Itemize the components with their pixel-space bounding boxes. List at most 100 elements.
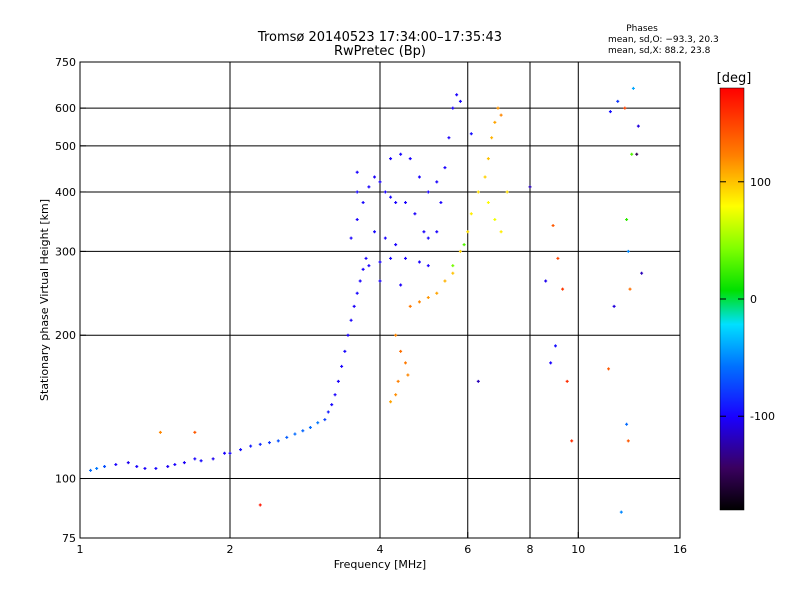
data-point (553, 344, 557, 348)
data-point (451, 271, 455, 275)
data-point (469, 212, 473, 216)
data-point (493, 120, 497, 124)
data-point (346, 333, 350, 337)
data-point (426, 190, 430, 194)
data-point (223, 451, 227, 455)
data-point (330, 403, 334, 407)
data-point (378, 260, 382, 264)
data-point (628, 287, 632, 291)
data-point (389, 195, 393, 199)
data-point (439, 201, 443, 205)
data-point (528, 185, 532, 189)
data-point (619, 510, 623, 514)
data-point (293, 432, 297, 436)
data-point (625, 422, 629, 426)
chart-subtitle: RwPretec (Bp) (334, 44, 426, 59)
data-point (493, 218, 497, 222)
data-point (389, 256, 393, 260)
data-point (364, 256, 368, 260)
data-point (373, 230, 377, 234)
data-point (355, 218, 359, 222)
data-point (458, 249, 462, 253)
phases-x: mean, sd,X: 88.2, 23.8 (608, 46, 711, 56)
data-point (565, 379, 569, 383)
data-point (361, 201, 365, 205)
data-point (607, 367, 611, 371)
data-point (367, 264, 371, 268)
data-point (447, 136, 451, 140)
data-point (135, 464, 139, 468)
data-point (326, 410, 330, 414)
data-point (355, 170, 359, 174)
x-tick-label: 16 (673, 543, 687, 556)
data-point (340, 364, 344, 368)
data-point (399, 283, 403, 287)
data-point (154, 466, 158, 470)
data-point (417, 300, 421, 304)
data-point (435, 291, 439, 295)
data-point (625, 218, 629, 222)
x-tick-label: 1 (77, 543, 84, 556)
data-point (378, 279, 382, 283)
data-point (549, 361, 553, 365)
data-point (469, 132, 473, 136)
colorbar-tick-label: 0 (750, 293, 757, 306)
x-tick-label: 8 (527, 543, 534, 556)
data-point (143, 466, 147, 470)
data-point (355, 190, 359, 194)
data-point (276, 439, 280, 443)
data-point (417, 260, 421, 264)
data-point (556, 256, 560, 260)
data-point (394, 393, 398, 397)
data-point (483, 175, 487, 179)
data-point (399, 152, 403, 156)
data-point (349, 236, 353, 240)
colorbar-ticks: 100 0 -100 (720, 176, 775, 423)
data-point (640, 271, 644, 275)
data-point (451, 264, 455, 268)
data-point (394, 201, 398, 205)
y-axis-label: Stationary phase Virtual Height [km] (38, 199, 51, 401)
data-point (413, 212, 417, 216)
data-point (316, 421, 320, 425)
data-point (352, 304, 356, 308)
x-tick-label: 4 (377, 543, 384, 556)
data-point (466, 230, 470, 234)
data-point (389, 157, 393, 161)
data-point (505, 190, 509, 194)
data-point (426, 236, 430, 240)
data-point (630, 152, 634, 156)
data-point (267, 441, 271, 445)
data-point (490, 136, 494, 140)
data-point (612, 304, 616, 308)
y-tick-label: 750 (55, 56, 76, 69)
data-point (443, 279, 447, 283)
data-point (211, 457, 215, 461)
data-point (631, 86, 635, 90)
data-point (499, 113, 503, 117)
data-point (258, 503, 262, 507)
data-point (636, 124, 640, 128)
x-axis: 1 2 4 6 8 10 16 (77, 532, 687, 556)
data-point (239, 448, 243, 452)
data-point (422, 230, 426, 234)
colorbar-tick-label: 100 (750, 176, 771, 189)
data-point (95, 466, 99, 470)
data-point (323, 418, 327, 422)
data-point (308, 425, 312, 429)
data-point (394, 333, 398, 337)
data-point (389, 400, 393, 404)
data-point (349, 318, 353, 322)
data-point (406, 373, 410, 377)
y-tick-label: 400 (55, 186, 76, 199)
data-point (462, 243, 466, 247)
data-point (451, 106, 455, 110)
data-point (355, 291, 359, 295)
data-point (199, 459, 203, 463)
y-tick-label: 75 (62, 532, 76, 545)
data-point (408, 157, 412, 161)
data-point (182, 461, 186, 465)
data-point (373, 175, 377, 179)
data-point (399, 349, 403, 353)
